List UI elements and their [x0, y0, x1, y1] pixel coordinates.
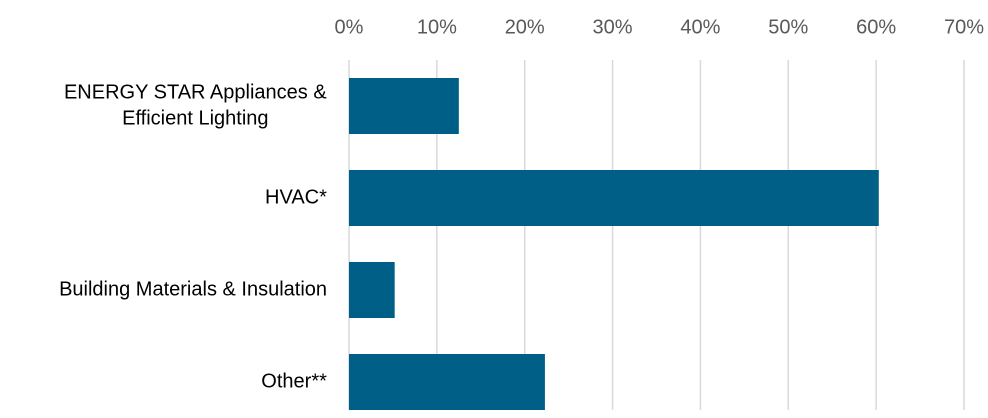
- category-label: HVAC*: [265, 186, 327, 208]
- category-label: Building Materials & Insulation: [59, 278, 327, 300]
- x-tick-label: 40%: [680, 16, 720, 38]
- bar: [349, 78, 459, 134]
- category-label-line: Other**: [261, 370, 327, 392]
- category-label: ENERGY STAR Appliances & Efficient Lighti…: [64, 81, 327, 129]
- bars: [349, 78, 879, 410]
- x-tick-label: 30%: [593, 16, 633, 38]
- bar: [349, 262, 395, 318]
- bar: [349, 354, 545, 410]
- bar: [349, 170, 879, 226]
- category-label: Other**: [261, 370, 327, 392]
- x-tick-label: 50%: [768, 16, 808, 38]
- category-labels: ENERGY STAR Appliances & Efficient Lighti…: [59, 81, 327, 392]
- x-tick-label: 0%: [335, 16, 364, 38]
- x-axis-tick-labels: 0% 10% 20% 30% 40% 50% 60% 70%: [335, 16, 985, 38]
- category-label-line: HVAC*: [265, 186, 327, 208]
- category-label-line: ENERGY STAR Appliances &: [64, 81, 327, 103]
- category-label-line: Efficient Lighting: [122, 107, 268, 129]
- x-tick-label: 60%: [856, 16, 896, 38]
- x-tick-label: 70%: [944, 16, 984, 38]
- x-tick-label: 10%: [417, 16, 457, 38]
- category-label-line: Building Materials & Insulation: [59, 278, 327, 300]
- x-tick-label: 20%: [505, 16, 545, 38]
